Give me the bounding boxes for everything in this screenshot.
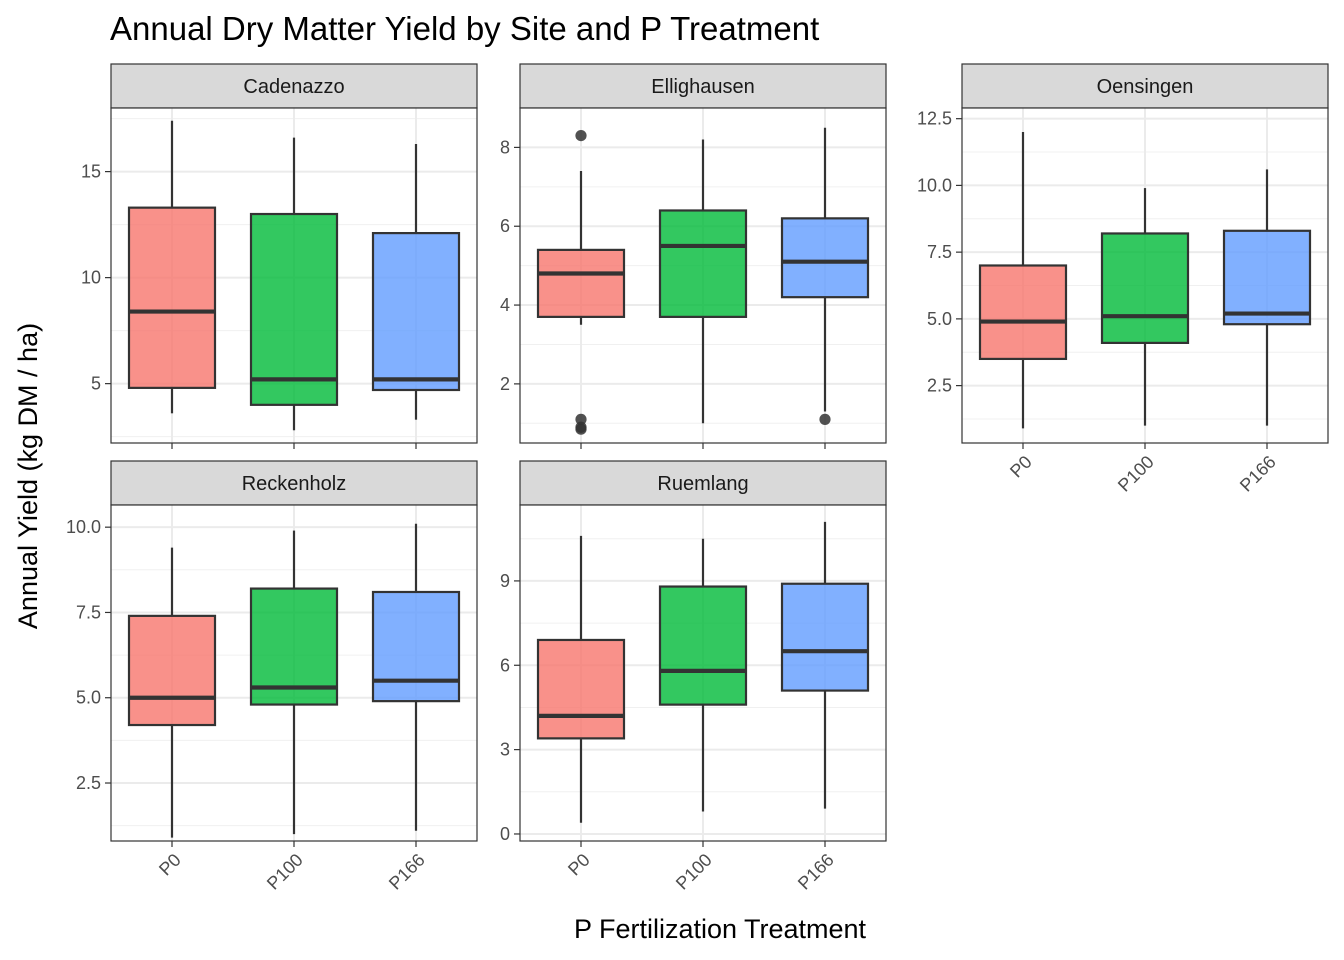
box-rect	[658, 209, 748, 318]
box-p0	[536, 129, 626, 435]
y-tick-label: 7.5	[927, 242, 952, 262]
panels: Cadenazzo 5 10 15 Ellighausen 2 4 6 8 Oensingen 2.…	[66, 63, 1329, 894]
strip	[961, 63, 1329, 109]
box-rect	[127, 206, 217, 389]
box-rect	[780, 217, 870, 299]
box-rect	[249, 587, 339, 706]
strip-label: Cadenazzo	[243, 76, 344, 98]
panel-cadenazzo: Cadenazzo 5 10 15	[81, 63, 478, 449]
box-rect	[536, 638, 626, 740]
box-p100	[249, 137, 339, 431]
box-rect	[127, 614, 217, 727]
x-tick-label: P166	[385, 850, 429, 894]
y-tick-label: 8	[500, 137, 510, 157]
strip	[110, 63, 478, 109]
box-p166	[1222, 169, 1312, 426]
y-tick-label: 10.0	[917, 175, 952, 195]
y-tick-label: 3	[500, 740, 510, 760]
x-tick-label: P166	[1236, 452, 1280, 496]
panel-ruemlang: Ruemlang 0 3 6 9 P0 P100 P166	[500, 460, 887, 894]
outlier-point	[819, 413, 831, 425]
box-rect	[1100, 232, 1190, 345]
strip-label: Reckenholz	[242, 473, 347, 495]
box-p100	[658, 139, 748, 424]
box-p0	[127, 547, 217, 838]
outlier-point	[575, 413, 587, 425]
y-tick-label: 5	[91, 374, 101, 394]
y-tick-label: 2.5	[76, 773, 101, 793]
strip	[110, 460, 478, 506]
strip	[519, 460, 887, 506]
x-tick-label: P100	[263, 850, 307, 894]
y-tick-label: 2.5	[927, 376, 952, 396]
box-rect	[371, 590, 461, 703]
y-tick-label: 7.5	[76, 602, 101, 622]
panel-reckenholz: Reckenholz 2.5 5.0 7.5 10.0 P0 P100 P166	[66, 460, 478, 894]
box-p166	[780, 127, 870, 425]
x-tick-label: P100	[672, 850, 716, 894]
box-p0	[978, 132, 1068, 429]
y-tick-label: 5.0	[927, 309, 952, 329]
y-tick-label: 0	[500, 824, 510, 844]
box-p100	[658, 538, 748, 812]
y-tick-label: 6	[500, 216, 510, 236]
x-axis-title: P Fertilization Treatment	[574, 914, 867, 944]
box-rect	[1222, 229, 1312, 326]
y-tick-label: 12.5	[917, 109, 952, 129]
box-rect	[658, 585, 748, 706]
x-tick-label: P100	[1114, 452, 1158, 496]
strip-label: Oensingen	[1097, 76, 1194, 98]
box-rect	[978, 264, 1068, 361]
y-tick-label: 2	[500, 374, 510, 394]
box-p100	[1100, 188, 1190, 426]
outlier-point	[575, 129, 587, 142]
y-tick-label: 5.0	[76, 688, 101, 708]
strip-label: Ruemlang	[657, 473, 748, 495]
box-p100	[249, 530, 339, 835]
x-tick-label: P0	[564, 850, 594, 880]
box-p166	[371, 523, 461, 831]
strip-label: Ellighausen	[651, 76, 754, 98]
y-tick-label: 4	[500, 295, 510, 315]
box-rect	[249, 212, 339, 406]
y-axis-title: Annual Yield (kg DM / ha)	[13, 323, 43, 629]
panel-oensingen: Oensingen 2.5 5.0 7.5 10.0 12.5 P0 P100 P166	[917, 63, 1329, 496]
y-tick-label: 10	[81, 268, 101, 288]
y-tick-label: 15	[81, 162, 101, 182]
box-rect	[536, 248, 626, 318]
x-tick-label: P0	[1006, 452, 1036, 482]
chart-title: Annual Dry Matter Yield by Site and P Tr…	[110, 10, 819, 47]
y-tick-label: 6	[500, 655, 510, 675]
box-p0	[536, 535, 626, 823]
y-tick-label: 9	[500, 571, 510, 591]
strip	[519, 63, 887, 109]
outlier-point	[575, 423, 587, 435]
box-rect	[780, 582, 870, 692]
x-tick-label: P166	[794, 850, 838, 894]
box-rect	[371, 231, 461, 392]
box-p166	[371, 144, 461, 420]
box-p0	[127, 120, 217, 414]
y-tick-label: 10.0	[66, 517, 101, 537]
panel-ellighausen: Ellighausen 2 4 6 8	[500, 63, 887, 449]
box-p166	[780, 521, 870, 809]
x-tick-label: P0	[155, 850, 185, 880]
